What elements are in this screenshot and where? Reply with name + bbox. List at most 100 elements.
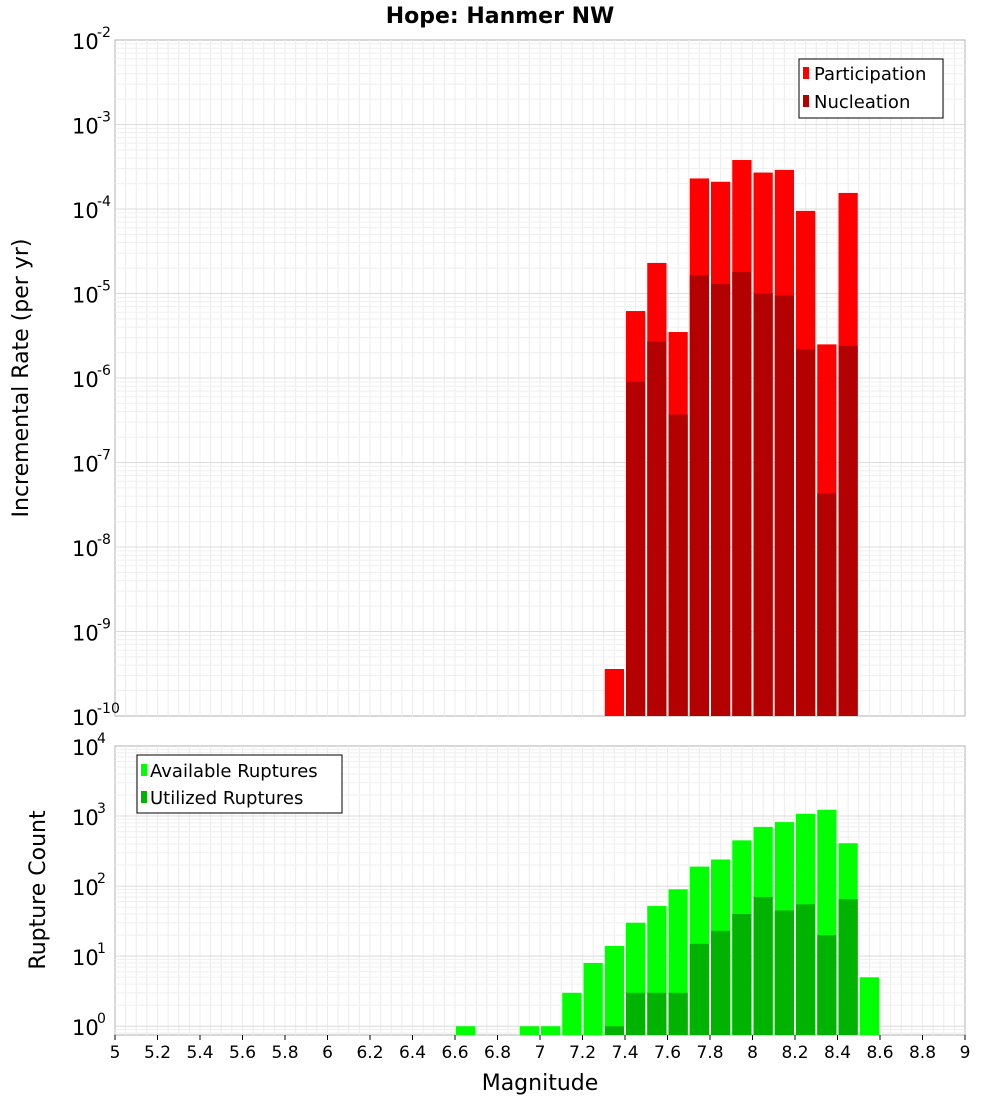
bottom-bar-series2	[732, 914, 752, 1035]
top-y-tick-exponent: -10	[97, 701, 120, 717]
bottom-y-tick-label: 10	[72, 946, 99, 970]
top-y-tick-exponent: -6	[97, 363, 111, 379]
bottom-bar-series2	[796, 904, 816, 1035]
legend-label-nucleation: Nucleation	[814, 92, 910, 113]
legend-swatch-available	[141, 764, 147, 776]
x-tick-label: 7.6	[654, 1043, 681, 1063]
bottom-y-tick-exponent: 1	[97, 941, 106, 957]
x-tick-label: 8.2	[781, 1043, 808, 1063]
bottom-bar-series2	[647, 992, 667, 1035]
bottom-legend-box	[136, 754, 343, 814]
top-y-tick-label: 10	[72, 199, 99, 223]
x-tick-label: 7.2	[569, 1043, 596, 1063]
bottom-bar-series2	[689, 943, 709, 1035]
x-tick-label: 8.4	[824, 1043, 851, 1063]
top-y-tick-exponent: -7	[97, 448, 111, 464]
bottom-y-tick-label: 10	[72, 1016, 99, 1040]
bottom-bar-series2	[817, 935, 837, 1035]
x-tick-label: 6.6	[441, 1043, 468, 1063]
top-bar-series2	[753, 293, 773, 716]
bottom-bars	[456, 809, 879, 1035]
top-legend: Participation Nucleation	[798, 58, 944, 119]
bottom-bar-series2	[604, 1026, 624, 1035]
bottom-bar-series1	[541, 1026, 561, 1035]
x-ticks: 5 5.2 5.4 5.6 5.8 6 6.2 6.4 6.6 6.8 7 7.2 7.4 7.6 7.8 8…	[110, 1035, 971, 1063]
top-legend-box	[798, 58, 944, 119]
top-y-tick-label: 10	[72, 453, 99, 477]
bottom-bar-series1	[456, 1026, 476, 1035]
top-y-tick-exponent: -4	[97, 194, 111, 210]
top-y-tick-label: 10	[72, 30, 99, 54]
top-bar-series2	[774, 295, 794, 716]
top-bar-series2	[626, 381, 646, 716]
top-y-tick-label: 10	[72, 706, 99, 730]
bottom-bar-series1	[519, 1026, 539, 1035]
top-y-tick-exponent: -2	[97, 25, 111, 41]
top-y-tick-exponent: -8	[97, 532, 111, 548]
bottom-y-tick-exponent: 4	[97, 731, 106, 747]
bottom-legend: Available Ruptures Utilized Ruptures	[136, 754, 343, 814]
x-tick-label: 6.4	[399, 1043, 426, 1063]
bottom-bar-series2	[711, 930, 731, 1035]
bottom-y-tick-exponent: 0	[97, 1011, 106, 1027]
x-axis-label: Magnitude	[482, 1071, 599, 1096]
bottom-y-axis-label: Rupture Count	[26, 810, 51, 970]
bottom-bar-series1	[604, 945, 624, 1035]
bottom-bar-series1	[562, 992, 582, 1035]
top-y-tick-label: 10	[72, 368, 99, 392]
x-tick-label: 6	[322, 1043, 333, 1063]
top-bars	[604, 160, 858, 717]
chart-title: Hope: Hanmer NW	[386, 4, 615, 29]
top-y-tick-label: 10	[72, 284, 99, 308]
top-y-axis-label: Incremental Rate (per yr)	[9, 239, 34, 518]
top-y-tick-exponent: -3	[97, 110, 111, 126]
x-tick-label: 9	[960, 1043, 971, 1063]
legend-swatch-nucleation	[803, 95, 809, 107]
bottom-y-tick-label: 10	[72, 736, 99, 760]
x-tick-label: 7.4	[611, 1043, 638, 1063]
bottom-y-tick-exponent: 3	[97, 801, 106, 817]
legend-swatch-utilized	[141, 791, 147, 803]
bottom-y-tick-label: 10	[72, 876, 99, 900]
legend-label-available: Available Ruptures	[150, 761, 318, 782]
top-y-tick-label: 10	[72, 115, 99, 139]
top-y-tick-label: 10	[72, 537, 99, 561]
bottom-bar-series2	[626, 992, 646, 1035]
x-tick-label: 7	[535, 1043, 546, 1063]
top-bar-series2	[711, 283, 731, 716]
x-tick-label: 5.4	[186, 1043, 213, 1063]
x-tick-label: 7.8	[696, 1043, 723, 1063]
x-tick-label: 8	[747, 1043, 758, 1063]
bottom-bar-series2	[838, 899, 858, 1035]
top-y-tick-exponent: -5	[97, 279, 111, 295]
top-bar-series2	[838, 345, 858, 716]
legend-label-utilized: Utilized Ruptures	[150, 788, 303, 809]
bottom-y-tick-exponent: 2	[97, 871, 106, 887]
x-tick-label: 5.2	[144, 1043, 171, 1063]
x-tick-label: 5.6	[229, 1043, 256, 1063]
bottom-bar-series2	[753, 896, 773, 1035]
x-tick-label: 8.6	[866, 1043, 893, 1063]
bottom-bar-series2	[668, 992, 688, 1035]
legend-swatch-participation	[803, 67, 809, 79]
top-bar-series2	[817, 493, 837, 716]
bottom-y-tick-label: 10	[72, 806, 99, 830]
top-bar-series2	[689, 275, 709, 716]
x-tick-label: 5.8	[271, 1043, 298, 1063]
top-bar-series2	[668, 414, 688, 716]
x-tick-label: 6.8	[484, 1043, 511, 1063]
bottom-bar-series1	[859, 977, 879, 1035]
top-bar-series2	[647, 341, 667, 716]
top-bar-series1	[604, 668, 624, 716]
top-grid	[115, 40, 965, 716]
x-tick-label: 5	[110, 1043, 121, 1063]
bottom-bar-series1	[583, 962, 603, 1035]
top-bar-series2	[796, 349, 816, 716]
legend-label-participation: Participation	[814, 64, 926, 85]
top-y-tick-label: 10	[72, 622, 99, 646]
top-bar-series2	[732, 271, 752, 716]
top-y-tick-exponent: -9	[97, 617, 111, 633]
